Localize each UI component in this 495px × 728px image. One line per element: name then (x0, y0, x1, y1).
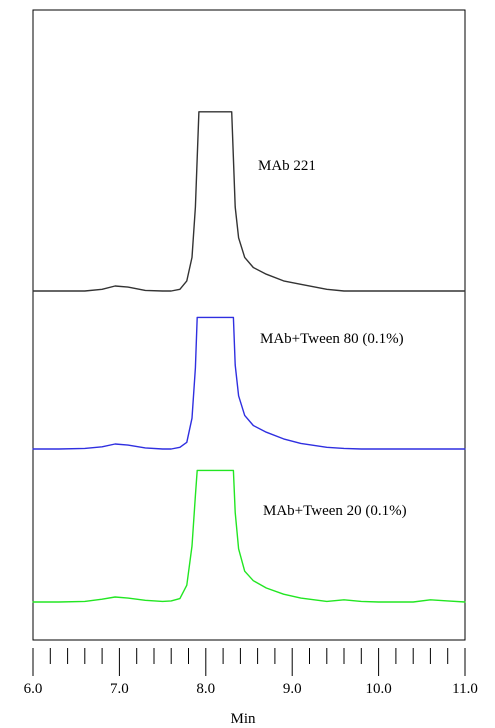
series-label-mab-tween-20: MAb+Tween 20 (0.1%) (263, 503, 407, 519)
x-tick-label: 11.0 (452, 681, 478, 697)
series-line-2 (32, 316, 466, 450)
x-axis-label: Min (230, 711, 256, 727)
x-tick-label: 7.0 (110, 681, 129, 697)
series-labels-group: MAb 221 MAb+Tween 80 (0.1%) MAb+Tween 20… (258, 158, 407, 519)
x-tick-label: 6.0 (24, 681, 43, 697)
traces-group (32, 111, 466, 603)
series-line-1 (32, 111, 466, 292)
series-line-3 (32, 469, 466, 603)
x-axis-tick-labels: 6.0 7.0 8.0 9.0 10.0 11.0 (24, 681, 478, 697)
x-axis-ticks (32, 648, 466, 676)
x-tick-label: 9.0 (283, 681, 302, 697)
series-label-mab-221: MAb 221 (258, 158, 316, 174)
plot-frame (32, 9, 466, 641)
x-tick-label: 10.0 (365, 681, 391, 697)
x-tick-label: 8.0 (196, 681, 215, 697)
series-label-mab-tween-80: MAb+Tween 80 (0.1%) (260, 331, 404, 347)
